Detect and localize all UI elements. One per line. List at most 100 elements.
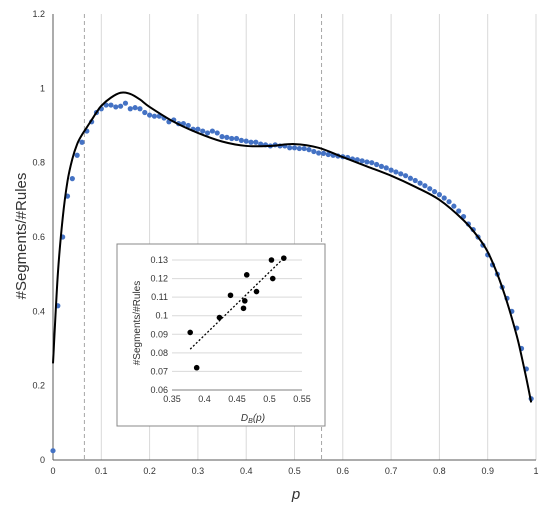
inset-data-point [243, 272, 250, 278]
main-data-point [402, 173, 409, 179]
main-data-point [291, 145, 298, 151]
inset-y-tick-label: 0.13 [150, 255, 168, 265]
main-data-point [296, 145, 302, 152]
main-data-point [316, 150, 322, 156]
inset-frame [116, 243, 326, 427]
main-data-point [398, 171, 404, 177]
inset-trendline [189, 257, 285, 350]
main-data-point [238, 137, 244, 143]
main-y-tick-label: 0.4 [32, 306, 45, 316]
main-y-tick-label: 0 [40, 455, 45, 465]
main-x-tick-label: 1 [533, 466, 538, 476]
main-y-tick-label: 0.6 [32, 232, 45, 242]
main-x-axis-title: p [291, 486, 300, 503]
main-axes [52, 14, 536, 461]
main-data-point [412, 177, 418, 184]
inset-x-tick-label: 0.5 [263, 394, 276, 404]
main-data-point [422, 183, 428, 189]
main-x-tick-label: 0.9 [481, 466, 494, 476]
main-gridlines [52, 14, 537, 460]
inset-y-axis-title: #Segments/#Rules [132, 281, 143, 366]
main-data-point [248, 139, 254, 145]
main-data-point [122, 100, 129, 106]
main-data-point [151, 113, 158, 119]
inset-data-point [187, 329, 193, 336]
main-data-point [436, 192, 442, 198]
main-y-tick-label: 1 [40, 83, 45, 93]
main-data-point [325, 151, 331, 158]
main-data-point [147, 112, 153, 118]
main-y-tick-label: 1.2 [32, 9, 45, 19]
main-data-point [118, 103, 124, 109]
main-data-point [113, 104, 119, 110]
main-data-point [229, 135, 235, 142]
inset-x-tick-labels: 0.35 0.4 0.45 0.5 0.55 [163, 394, 311, 404]
inset-x-title-main: D [241, 413, 248, 424]
main-x-tick-labels: 0 0.1 0.2 0.3 0.4 0.5 0.6 0.7 0.8 0.9 1 [50, 466, 538, 476]
main-data-point [287, 145, 293, 151]
main-data-point [320, 150, 327, 156]
main-y-tick-label: 0.2 [32, 381, 45, 391]
main-data-point [137, 106, 143, 112]
main-data-point [127, 106, 133, 112]
inset-x-tick-label: 0.55 [293, 394, 311, 404]
inset-y-tick-labels: 0.06 0.07 0.08 0.09 0.1 0.11 0.12 0.13 [150, 255, 168, 395]
main-y-axis-title: #Segments/#Rules [13, 173, 30, 300]
inset-data-point [268, 257, 275, 263]
main-data-point [388, 167, 394, 173]
main-data-point [374, 161, 380, 168]
main-data-point [233, 135, 240, 142]
main-data-point [195, 126, 201, 132]
main-data-point [185, 122, 191, 129]
inset-data-point [193, 364, 200, 371]
main-data-point [108, 102, 114, 108]
inset-x-title-tail: (p) [253, 413, 265, 424]
main-data-point [224, 134, 230, 140]
main-data-point [427, 186, 433, 192]
main-data-point [383, 165, 389, 171]
inset-y-tick-label: 0.07 [150, 366, 168, 376]
inset-trendline-line [189, 257, 285, 350]
main-data-point [364, 159, 370, 165]
main-data-point [311, 148, 317, 155]
main-x-tick-label: 0.8 [433, 466, 446, 476]
main-x-tick-label: 0.2 [143, 466, 156, 476]
inset-data-point [216, 314, 223, 321]
main-data-point [393, 169, 399, 175]
main-x-tick-label: 0.6 [337, 466, 350, 476]
main-data-point [441, 195, 447, 201]
main-data-point [219, 134, 225, 140]
inset-y-tick-label: 0.06 [150, 385, 168, 395]
inset-data-point [242, 298, 248, 304]
main-data-point [354, 157, 360, 163]
main-data-point [253, 139, 259, 145]
main-data-point [243, 138, 249, 144]
inset-data-point [281, 255, 287, 261]
main-x-tick-label: 0.7 [385, 466, 398, 476]
main-y-tick-labels: 0 0.2 0.4 0.6 0.8 1 1.2 [32, 9, 45, 465]
main-x-tick-label: 0.5 [288, 466, 301, 476]
main-data-point [200, 128, 206, 134]
main-data-point [369, 160, 375, 166]
main-data-point [204, 130, 211, 136]
main-data-point [50, 448, 56, 454]
inset-data-point [253, 288, 260, 295]
main-data-point [417, 180, 423, 186]
inset-y-tick-label: 0.09 [150, 329, 168, 339]
inset-y-tick-label: 0.11 [151, 292, 168, 302]
inset-data-point [269, 275, 276, 282]
main-data-point [74, 152, 80, 158]
inset-data-point [240, 305, 247, 312]
inset-x-tick-label: 0.4 [198, 394, 211, 404]
main-x-tick-label: 0.3 [192, 466, 205, 476]
inset-y-tick-label: 0.08 [150, 348, 168, 358]
main-data-point [407, 175, 414, 181]
main-data-point [306, 147, 312, 153]
main-data-point [431, 189, 438, 195]
main-data-point [214, 130, 220, 136]
main-data-point [301, 145, 307, 152]
main-data-point [142, 109, 148, 116]
main-data-point [209, 128, 215, 134]
main-data-point [359, 158, 365, 164]
main-data-point [79, 139, 85, 145]
